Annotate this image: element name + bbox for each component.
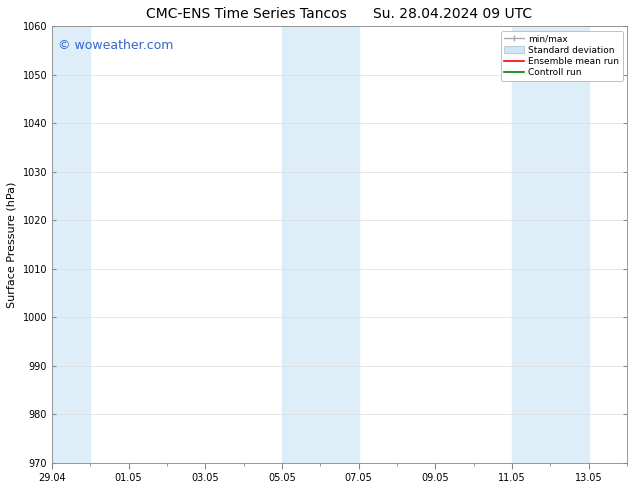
Bar <box>282 26 359 463</box>
Bar <box>52 26 90 463</box>
Text: © woweather.com: © woweather.com <box>58 39 173 52</box>
Y-axis label: Surface Pressure (hPa): Surface Pressure (hPa) <box>7 181 17 308</box>
Title: CMC-ENS Time Series Tancos      Su. 28.04.2024 09 UTC: CMC-ENS Time Series Tancos Su. 28.04.202… <box>146 7 533 21</box>
Bar <box>512 26 589 463</box>
Legend: min/max, Standard deviation, Ensemble mean run, Controll run: min/max, Standard deviation, Ensemble me… <box>501 31 623 81</box>
